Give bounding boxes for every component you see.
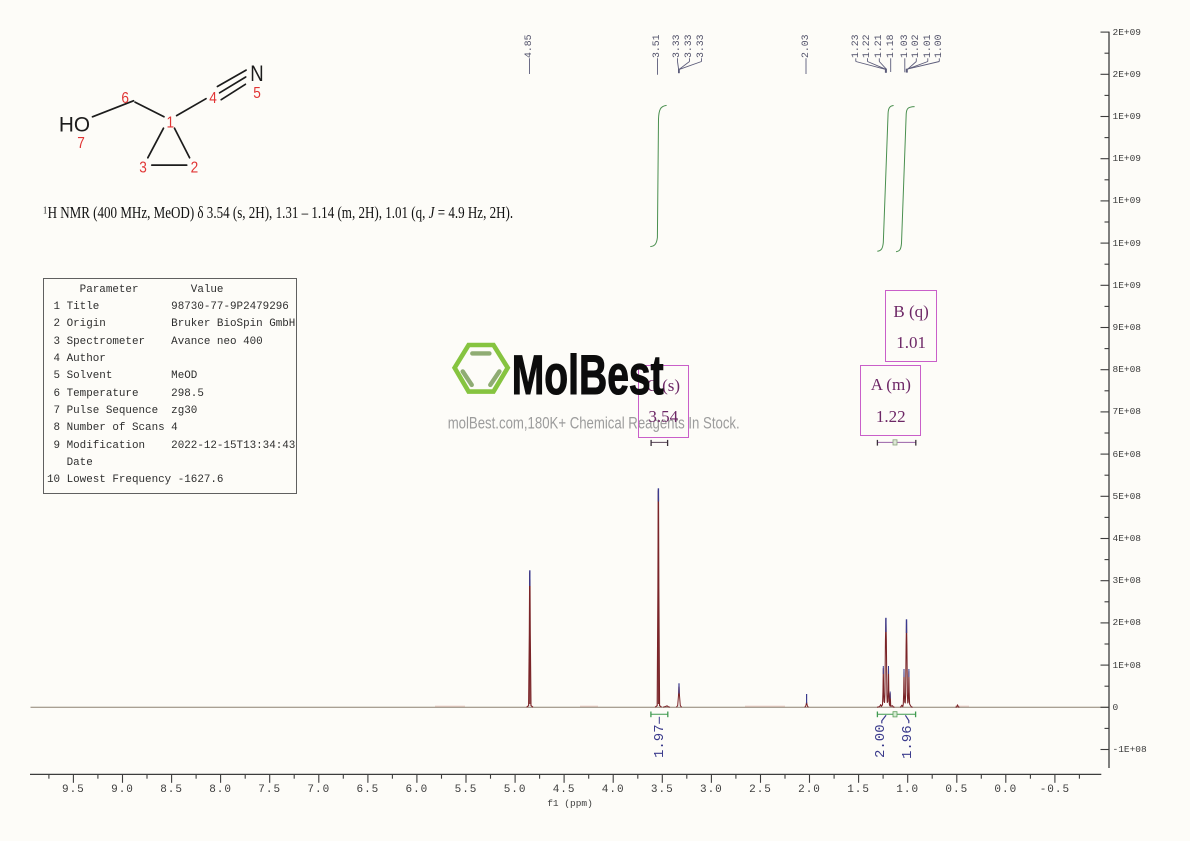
svg-text:7: 7: [77, 135, 85, 152]
svg-text:4: 4: [209, 90, 217, 107]
svg-text:HO: HO: [59, 112, 90, 136]
svg-text:molBest.com,180K+ Chemical Rea: molBest.com,180K+ Chemical Reagents In S…: [448, 415, 740, 433]
svg-text:3: 3: [139, 159, 147, 176]
svg-text:5: 5: [253, 85, 261, 102]
svg-text:2: 2: [191, 159, 199, 176]
svg-text:6: 6: [121, 90, 129, 107]
svg-text:N: N: [250, 61, 263, 86]
svg-text:MolBest: MolBest: [512, 344, 664, 406]
svg-text:1: 1: [167, 114, 175, 131]
